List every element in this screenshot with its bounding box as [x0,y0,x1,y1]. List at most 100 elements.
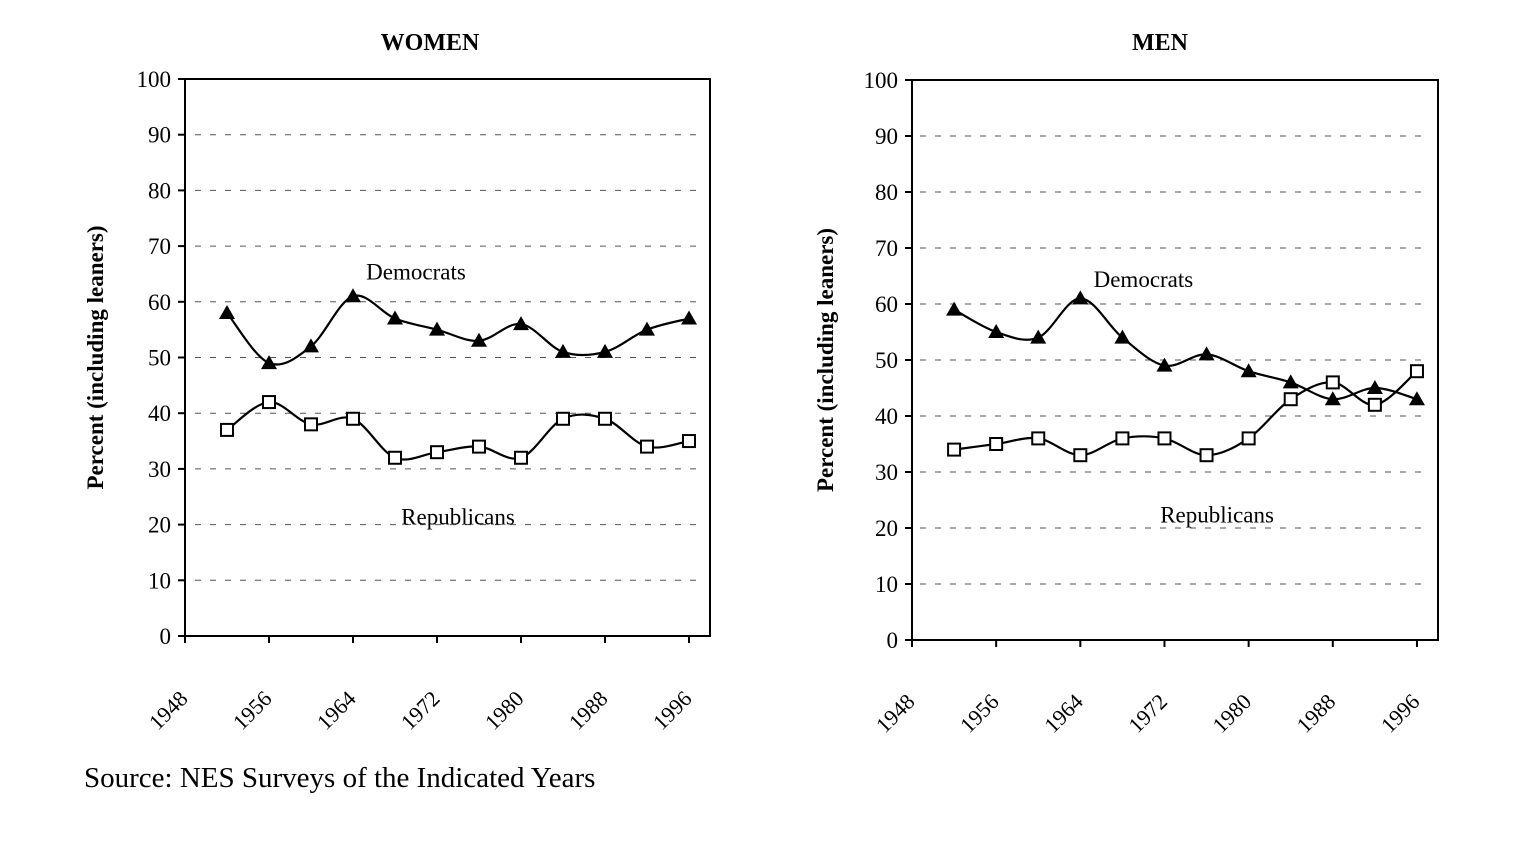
data-point-republicans [304,417,318,432]
y-tick-label: 0 [160,624,172,649]
data-point-democrats [555,343,571,358]
x-tick-label: 1956 [955,689,1004,738]
y-tick-label: 60 [148,290,171,315]
data-point-republicans [640,439,654,454]
annotation-democrats: Democrats [366,260,466,285]
data-point-democrats [1156,357,1173,372]
data-point-republicans [262,395,276,410]
chart-panel-women: WOMEN Percent (including leaners) 0 10 20 30 4… [83,30,711,735]
data-point-republicans [1157,431,1172,446]
data-point-republicans [1199,448,1214,463]
y-tick-label: 100 [864,68,899,93]
data-point-republicans [598,411,612,426]
data-point-republicans [989,437,1004,451]
data-point-republicans [1241,431,1256,446]
data-point-democrats [1198,346,1215,361]
data-point-republicans [430,445,444,460]
data-point-democrats [1030,329,1047,344]
data-point-democrats [1408,391,1425,406]
data-point-republicans [556,411,570,426]
x-tick-label: 1980 [1207,689,1256,738]
x-tick-label: 1972 [1123,689,1172,738]
chart-panel-men: MEN Percent (including leaners) 0 10 20 30 40 5… [813,30,1439,738]
data-point-democrats [261,355,277,370]
data-point-republicans [682,434,696,449]
source-note: Source: NES Surveys of the Indicated Yea… [84,762,596,794]
x-tick-label: 1996 [1376,689,1425,738]
data-point-democrats [1366,380,1383,394]
data-point-republicans [1031,431,1046,446]
y-axis-label: Percent (including leaners) [83,225,108,489]
data-point-democrats [387,310,403,325]
data-point-democrats [681,310,697,325]
series-line-republicans [226,400,690,461]
data-point-democrats [1072,290,1089,305]
series-line-democrats [953,297,1418,401]
y-tick-label: 10 [875,572,898,597]
y-tick-label: 90 [148,123,171,148]
y-tick-label: 40 [875,404,898,429]
y-tick-label: 90 [875,124,898,149]
data-point-democrats [946,301,963,316]
x-tick-label: 1948 [871,689,920,738]
y-tick-label: 40 [148,401,171,426]
x-tick-label: 1948 [144,686,193,735]
y-tick-label: 60 [875,292,898,317]
x-tick-label: 1956 [228,686,277,735]
data-point-republicans [472,439,486,454]
data-point-republicans [1073,448,1088,463]
data-point-democrats [345,288,361,303]
data-point-democrats [429,321,445,336]
data-point-democrats [1324,391,1341,406]
x-tick-label: 1988 [1292,689,1341,738]
chart-title: MEN [1132,30,1189,56]
data-point-republicans [388,450,402,465]
y-tick-label: 80 [148,178,171,203]
series-line-republicans [953,370,1418,457]
x-tick-label: 1988 [564,686,613,735]
data-point-republicans [1283,392,1298,407]
y-tick-label: 70 [148,234,171,259]
y-tick-label: 70 [875,236,898,261]
annotation-democrats: Democrats [1094,267,1194,292]
data-point-democrats [303,338,319,353]
data-point-republicans [1367,397,1382,412]
chart-title: WOMEN [381,30,480,56]
y-tick-label: 50 [875,348,898,373]
y-tick-label: 20 [148,513,171,538]
data-point-democrats [1240,363,1257,378]
data-point-democrats [1282,374,1299,389]
x-tick-label: 1996 [648,686,697,735]
x-tick-label: 1964 [312,686,361,735]
data-point-republicans [947,442,962,457]
data-point-democrats [1114,329,1131,344]
data-point-republicans [1115,431,1130,446]
annotation-republicans: Republicans [1160,502,1274,527]
data-point-democrats [219,304,235,319]
data-point-republicans [220,422,234,437]
data-point-republicans [514,450,528,465]
y-tick-label: 30 [875,460,898,485]
x-tick-label: 1972 [396,686,445,735]
annotation-republicans: Republicans [401,505,515,530]
y-tick-label: 50 [148,346,171,371]
y-tick-label: 0 [887,628,899,653]
y-tick-label: 80 [875,180,898,205]
data-point-republicans [1325,375,1340,390]
data-point-republicans [346,411,360,426]
y-axis-label: Percent (including leaners) [813,228,838,492]
data-point-democrats [988,324,1005,338]
y-tick-label: 20 [875,516,898,541]
data-point-democrats [513,316,529,331]
data-point-democrats [471,332,487,347]
data-point-democrats [597,343,613,358]
y-tick-label: 100 [137,67,172,92]
x-tick-label: 1980 [480,686,529,735]
y-tick-label: 10 [148,568,171,593]
data-point-democrats [639,321,655,336]
x-tick-label: 1964 [1039,689,1088,738]
series-line-democrats [226,294,690,366]
y-tick-label: 30 [148,457,171,482]
data-point-republicans [1409,364,1424,379]
